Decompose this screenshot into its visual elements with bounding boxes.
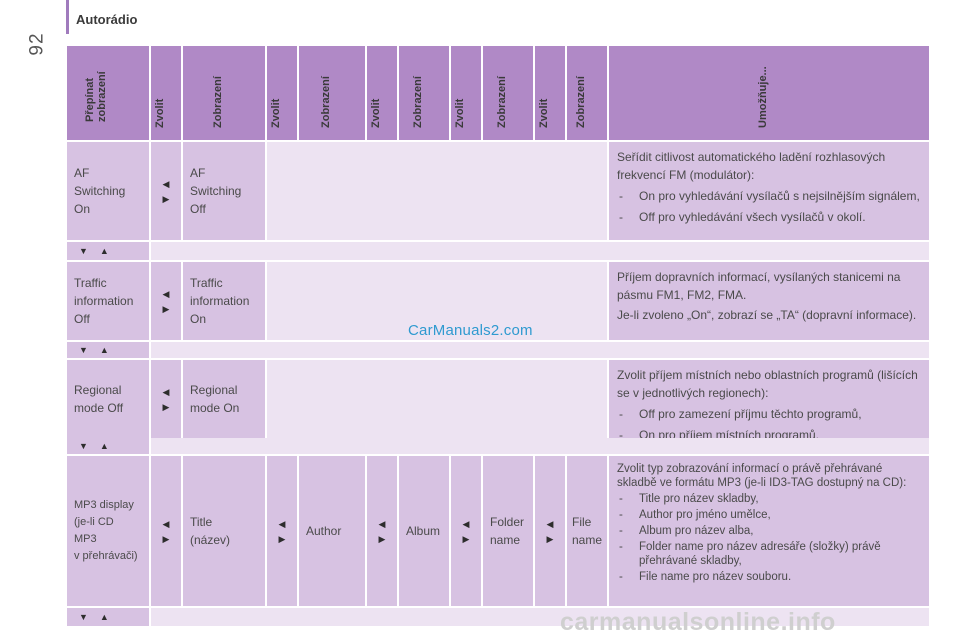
page-number: 92 xyxy=(26,32,48,56)
section-marker-bar xyxy=(66,0,69,34)
header-display: Zobrazení xyxy=(299,46,365,140)
row-mp3-option-author: Author xyxy=(299,456,365,606)
row-traffic-from: Traffic information Off xyxy=(67,262,149,340)
left-right-arrows-icon: ◀ ▶ xyxy=(451,456,481,606)
header-select: Zvolit xyxy=(267,46,297,140)
header-select: Zvolit xyxy=(151,46,181,140)
left-right-arrows-icon: ◀ ▶ xyxy=(367,456,397,606)
row-traffic-to: Traffic information On xyxy=(183,262,265,340)
row-regional-from: Regional mode Off xyxy=(67,360,149,438)
row-traffic-description: Příjem dopravních informací, vysílaných … xyxy=(609,262,929,340)
row-mp3-option-folder: Folder name xyxy=(483,456,533,606)
watermark-carmanuals2: CarManuals2.com xyxy=(408,322,533,339)
row-mp3-from: MP3 display (je-li CD MP3 v přehrávači) xyxy=(67,456,149,606)
row-af-to: AF Switching Off xyxy=(183,142,265,240)
down-up-arrows-icon: ▼ ▲ xyxy=(67,242,149,260)
section-title: Autorádio xyxy=(76,12,138,27)
row-mp3-option-album: Album xyxy=(399,456,449,606)
row-mp3-description: Zvolit typ zobrazování informací o právě… xyxy=(609,456,929,606)
down-up-arrows-icon: ▼ ▲ xyxy=(67,608,149,626)
separator-strip xyxy=(151,242,929,260)
left-right-arrows-icon: ◀ ▶ xyxy=(151,142,181,240)
watermark-carmanualsonline: carmanualsonline.info xyxy=(560,608,836,636)
header-display: Zobrazení xyxy=(399,46,449,140)
left-right-arrows-icon: ◀ ▶ xyxy=(151,262,181,340)
header-display: Zobrazení xyxy=(567,46,607,140)
header-select: Zvolit xyxy=(535,46,565,140)
left-right-arrows-icon: ◀ ▶ xyxy=(151,360,181,438)
header-display: Zobrazení xyxy=(483,46,533,140)
left-right-arrows-icon: ◀ ▶ xyxy=(151,456,181,606)
down-up-arrows-icon: ▼ ▲ xyxy=(67,438,149,454)
separator-strip xyxy=(151,438,929,454)
header-switch-display: Přepínat zobrazení xyxy=(67,46,149,140)
row-regional-description: Zvolit příjem místních nebo oblastních p… xyxy=(609,360,929,444)
header-display: Zobrazení xyxy=(183,46,265,140)
empty-cell xyxy=(267,262,607,340)
row-af-description: Seřídit citlivost automatického ladění r… xyxy=(609,142,929,240)
separator-strip xyxy=(151,608,929,626)
left-right-arrows-icon: ◀ ▶ xyxy=(535,456,565,606)
row-af-from: AF Switching On xyxy=(67,142,149,240)
empty-cell xyxy=(267,142,607,240)
row-mp3-option-file: File name xyxy=(567,456,607,606)
separator-strip xyxy=(151,342,929,358)
empty-cell xyxy=(267,360,607,438)
row-mp3-option-title: Title (název) xyxy=(183,456,265,606)
header-select: Zvolit xyxy=(367,46,397,140)
left-right-arrows-icon: ◀ ▶ xyxy=(267,456,297,606)
header-select: Zvolit xyxy=(451,46,481,140)
row-regional-to: Regional mode On xyxy=(183,360,265,438)
settings-table: Přepínat zobrazení Zvolit Zobrazení Zvol… xyxy=(67,46,929,626)
header-enables: Umožňuje... xyxy=(609,46,929,140)
down-up-arrows-icon: ▼ ▲ xyxy=(67,342,149,358)
